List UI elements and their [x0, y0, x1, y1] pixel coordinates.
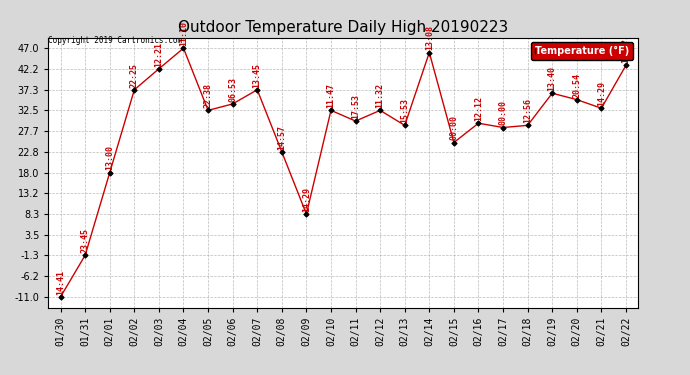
Point [55, 294, 66, 300]
Point [326, 107, 337, 113]
Title: Outdoor Temperature Daily High 20190223: Outdoor Temperature Daily High 20190223 [178, 20, 509, 35]
Text: 00:00: 00:00 [449, 116, 458, 140]
Point [178, 45, 189, 51]
Point [153, 66, 164, 72]
Point [620, 62, 631, 68]
Point [104, 170, 115, 176]
Text: 14:29: 14:29 [597, 81, 606, 106]
Text: 00:00: 00:00 [499, 100, 508, 125]
Point [571, 97, 582, 103]
Text: 20:54: 20:54 [572, 72, 581, 98]
Text: 12:21: 12:21 [155, 42, 164, 67]
Point [448, 140, 460, 146]
Text: 12:56: 12:56 [523, 98, 532, 123]
Text: 11:32: 11:32 [375, 83, 384, 108]
Text: 12:12: 12:12 [474, 96, 483, 121]
Text: 14:57: 14:57 [277, 125, 286, 150]
Text: 11:47: 11:47 [326, 83, 335, 108]
Text: 13:00: 13:00 [106, 146, 115, 170]
Point [203, 107, 214, 113]
Point [350, 118, 361, 124]
Point [375, 107, 386, 113]
Point [596, 105, 607, 111]
Text: 13:??: 13:?? [622, 38, 631, 63]
Point [400, 122, 411, 128]
Text: 13:40: 13:40 [548, 66, 557, 91]
Point [522, 122, 533, 128]
Text: 23:45: 23:45 [81, 228, 90, 253]
Text: 14:29: 14:29 [302, 187, 311, 212]
Point [79, 252, 90, 258]
Point [424, 50, 435, 55]
Point [546, 90, 558, 96]
Point [276, 149, 287, 155]
Point [129, 87, 140, 93]
Text: 13:08: 13:08 [425, 26, 434, 50]
Text: 11:10: 11:10 [179, 21, 188, 46]
Legend: Temperature (°F): Temperature (°F) [531, 42, 633, 60]
Point [497, 124, 509, 130]
Text: 17:53: 17:53 [351, 94, 360, 119]
Point [301, 211, 312, 217]
Text: 22:25: 22:25 [130, 63, 139, 88]
Text: 15:53: 15:53 [400, 98, 409, 123]
Text: 13:45: 13:45 [253, 63, 262, 88]
Text: Copyright 2019 Cartronics.com: Copyright 2019 Cartronics.com [48, 36, 182, 45]
Point [227, 101, 238, 107]
Text: 06:53: 06:53 [228, 77, 237, 102]
Point [473, 120, 484, 126]
Text: 14:41: 14:41 [56, 270, 65, 295]
Point [252, 87, 263, 93]
Text: 22:38: 22:38 [204, 83, 213, 108]
